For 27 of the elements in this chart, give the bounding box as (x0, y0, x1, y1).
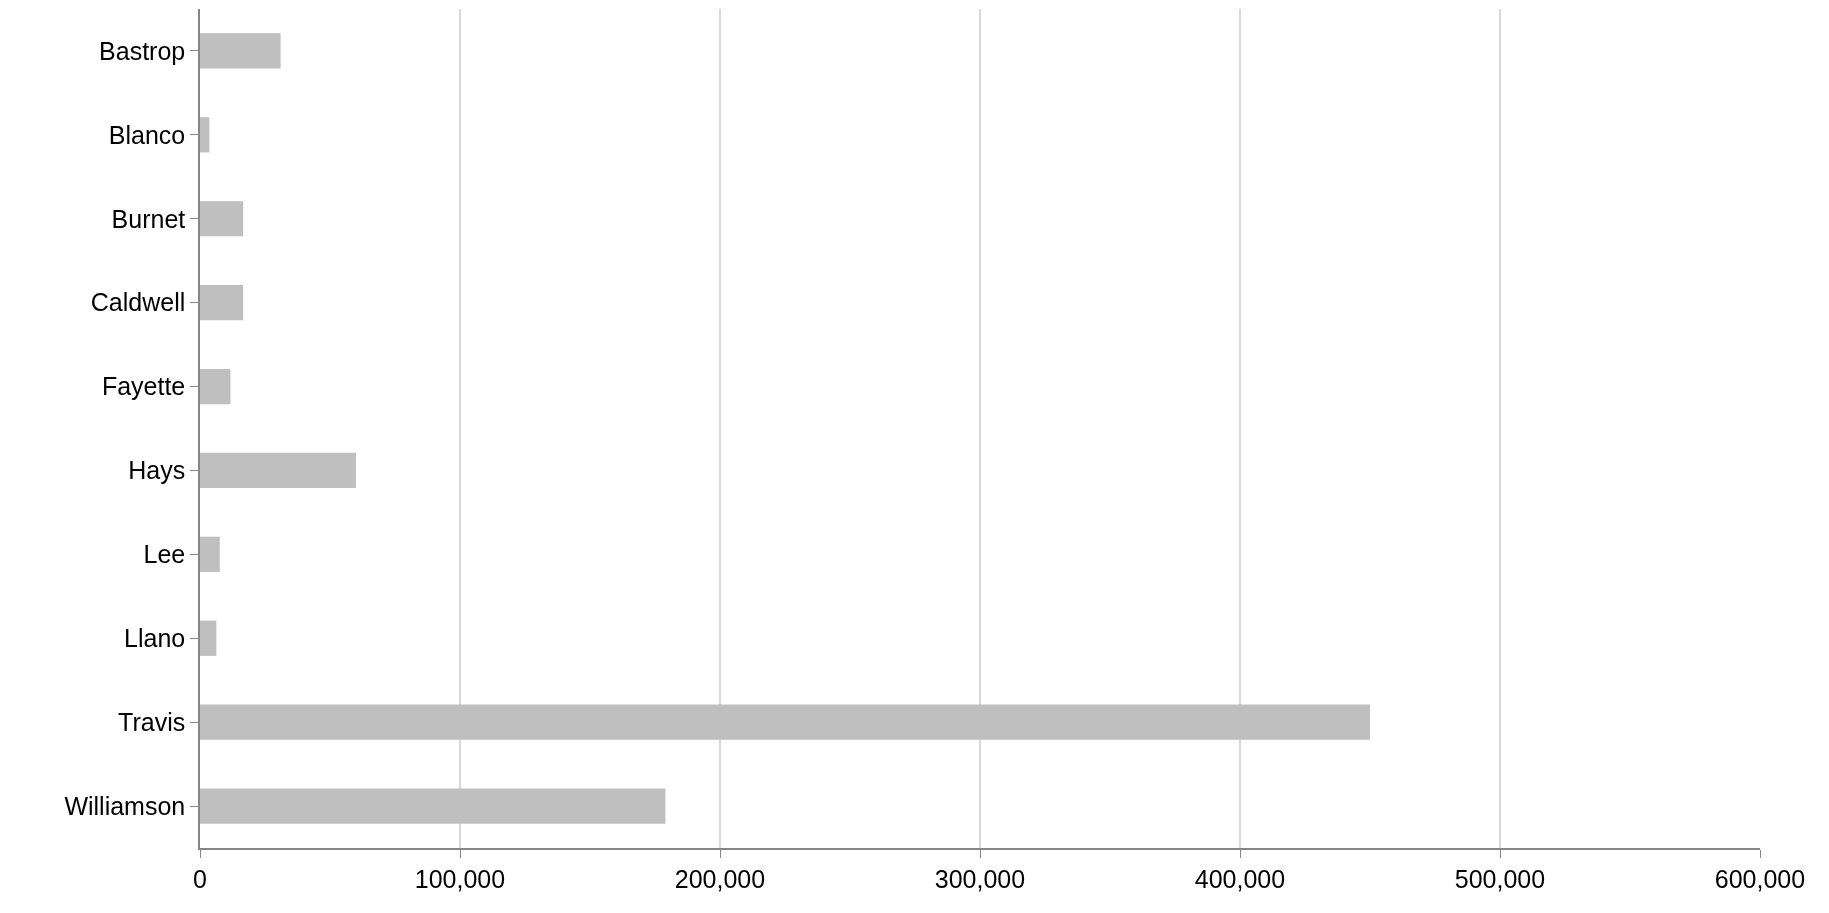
y-tick-label: Travis (118, 707, 186, 736)
y-tick-label: Blanco (108, 120, 186, 149)
y-tick-label: Llano (124, 624, 186, 652)
y-tick-label: Caldwell (90, 288, 186, 317)
bar (200, 285, 244, 321)
bar (200, 117, 210, 153)
y-tick-label: Williamson (64, 791, 186, 820)
y-tick-label: Bastrop (99, 36, 186, 65)
bar (200, 452, 356, 489)
bar (200, 788, 666, 824)
bar (200, 536, 220, 572)
y-tick-label: Burnet (111, 204, 186, 233)
x-tick-label: 0 (193, 864, 207, 893)
x-tick-label: 500,000 (1454, 864, 1546, 893)
y-tick-label: Hays (128, 456, 186, 485)
x-tick-label: 300,000 (934, 864, 1026, 893)
y-tick-label: Fayette (101, 372, 186, 401)
y-tick-label: Lee (143, 540, 186, 569)
x-tick-label: 600,000 (1714, 864, 1806, 893)
x-tick-label: 400,000 (1194, 864, 1286, 893)
x-tick-label: 100,000 (414, 864, 506, 893)
bar (200, 33, 281, 69)
bar (200, 368, 231, 405)
bar (200, 704, 1370, 740)
bar (200, 620, 217, 656)
bar (200, 201, 244, 237)
x-tick-label: 200,000 (674, 864, 766, 893)
